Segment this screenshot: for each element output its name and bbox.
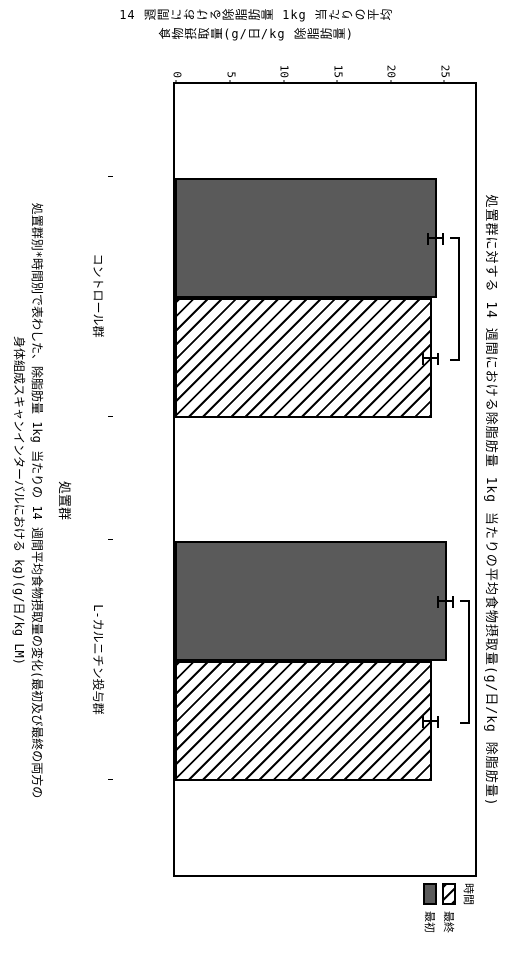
legend-item: 最終 — [441, 883, 457, 953]
legend-column: 時間 最終最初 — [113, 877, 477, 953]
x-tick-label: L-カルニチン投与群 — [90, 604, 107, 714]
y-tick: 20 — [385, 65, 398, 78]
chart-wrap: 14 週間における除脂肪量 1kg 当たりの平均 食物摂取量(g/日/kg 除脂… — [0, 0, 512, 961]
bar — [175, 178, 438, 298]
rotated-figure: 14 週間における除脂肪量 1kg 当たりの平均 食物摂取量(g/日/kg 除脂… — [0, 0, 512, 961]
caption-line-2: 身体組成スキャンインターバルにおける kg)(g/日/kg LM) — [12, 336, 26, 665]
group-bracket — [450, 237, 460, 361]
error-bar — [430, 357, 439, 359]
y-tick: 25 — [438, 65, 451, 78]
x-axis-label: 処置群 — [56, 48, 75, 953]
error-bar — [436, 237, 445, 239]
y-axis: 0510152025 — [177, 48, 477, 82]
y-tick: 5 — [224, 71, 237, 78]
y-tick: 0 — [171, 71, 184, 78]
bar — [175, 661, 432, 781]
legend-label: 最終 — [441, 911, 457, 933]
x-tick-label: コントロール群 — [90, 254, 107, 338]
legend-swatch — [442, 883, 456, 905]
error-bar-down — [427, 237, 436, 239]
y-tick: 10 — [278, 65, 291, 78]
error-bar — [430, 720, 439, 722]
group-bracket — [460, 600, 470, 724]
ylabel-line-2: 食物摂取量(g/日/kg 除脂肪量) — [158, 25, 354, 42]
legend-item: 最初 — [422, 883, 438, 953]
stage: 14 週間における除脂肪量 1kg 当たりの平均 食物摂取量(g/日/kg 除脂… — [0, 0, 512, 961]
plot-row: 0 5 10 15 20 25 時間 最終最初 — [113, 48, 477, 953]
caption: 処置群別*時間別で表わした、除脂肪量 1kg 当たりの 14 週間平均食物摂取量… — [4, 48, 56, 953]
error-bar-down — [422, 357, 431, 359]
bar-group — [175, 541, 447, 781]
error-bar-down — [437, 600, 446, 602]
x-axis: コントロール群 L-カルニチン投与群 — [75, 48, 113, 953]
chart-main: 処置群に対する 14 週間における除脂肪量 1kg 当たりの平均食物摂取量(g/… — [0, 44, 512, 961]
plot-area — [173, 82, 477, 877]
y-axis-label: 14 週間における除脂肪量 1kg 当たりの平均 食物摂取量(g/日/kg 除脂… — [0, 0, 512, 44]
ylabel-line-1: 14 週間における除脂肪量 1kg 当たりの平均 — [119, 6, 393, 23]
y-tick: 15 — [331, 65, 344, 78]
legend-title: 時間 — [461, 883, 477, 953]
error-bar-down — [422, 720, 431, 722]
legend-swatch — [423, 883, 437, 905]
legend: 時間 最終最初 — [422, 883, 477, 953]
chart-title: 処置群に対する 14 週間における除脂肪量 1kg 当たりの平均食物摂取量(g/… — [477, 48, 504, 953]
error-bar — [445, 600, 454, 602]
caption-line-1: 処置群別*時間別で表わした、除脂肪量 1kg 当たりの 14 週間平均食物摂取量… — [30, 203, 44, 798]
bar — [175, 298, 432, 418]
bar — [175, 541, 447, 661]
legend-label: 最初 — [422, 911, 438, 933]
bar-group — [175, 178, 438, 418]
